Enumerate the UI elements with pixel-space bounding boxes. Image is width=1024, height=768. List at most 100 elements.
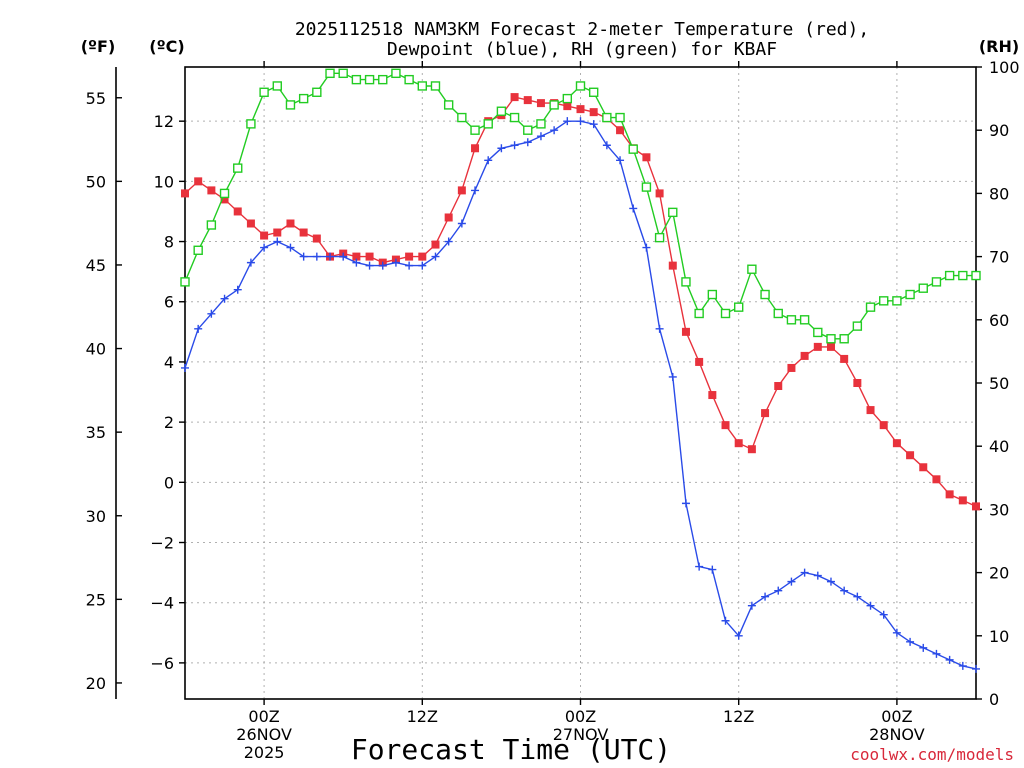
temperature-point	[523, 96, 532, 105]
rh-point	[799, 315, 810, 325]
dewpoint-point	[945, 655, 954, 664]
dewpoint-point	[194, 324, 203, 333]
temperature-point	[840, 354, 849, 363]
dewpoint-point	[747, 601, 756, 610]
rh-point	[826, 334, 836, 344]
celsius-tick-label: −2	[150, 534, 174, 553]
rh-point	[668, 207, 678, 218]
rh-point	[628, 144, 638, 154]
rh-point	[905, 289, 915, 300]
x-tick-label: 00Z	[248, 707, 279, 726]
temperature-point	[576, 105, 585, 114]
dewpoint-point	[919, 643, 928, 652]
rh-point	[364, 74, 375, 85]
rh-point	[233, 163, 243, 173]
rh-point	[918, 283, 928, 293]
rh-tick-label: 10	[989, 627, 1009, 646]
rh-point	[865, 302, 876, 312]
rh-point	[417, 81, 427, 91]
temperature-point	[220, 195, 229, 204]
dewpoint-point	[761, 592, 770, 601]
temperature-point	[919, 463, 928, 472]
temperature-point	[589, 108, 598, 117]
temperature-point	[352, 252, 361, 261]
dewpoint-point	[668, 372, 677, 381]
dewpoint-point	[391, 258, 400, 267]
temperature-point	[681, 327, 690, 336]
dewpoint-point	[853, 592, 862, 601]
rh-point	[180, 277, 190, 287]
series-rh	[180, 68, 981, 344]
temperature-point	[233, 207, 242, 216]
series-dewpoint	[181, 117, 980, 673]
fahrenheit-axis: 20 25 30 35 40 45 50 55	[86, 89, 122, 693]
rh-point	[931, 277, 942, 287]
temperature-point	[616, 126, 625, 135]
rh-point	[892, 296, 902, 306]
dewpoint-point	[207, 309, 216, 318]
rh-point	[378, 74, 388, 85]
temperature-point	[668, 261, 677, 270]
rh-point	[272, 81, 282, 91]
temperature-point	[642, 153, 651, 162]
temperature-point	[471, 144, 480, 153]
rh-tick-label: 60	[989, 311, 1009, 330]
celsius-tick-label: −4	[150, 594, 174, 613]
temperature-point	[207, 186, 216, 195]
fahrenheit-tick-label: 45	[86, 256, 106, 275]
dewpoint-point	[681, 499, 690, 508]
dewpoint-point	[299, 252, 308, 261]
temperature-point	[906, 451, 915, 460]
rh-point	[575, 81, 586, 91]
x-tick-label: 00Z	[881, 707, 912, 726]
temperature-point	[958, 496, 967, 505]
fahrenheit-tick-label: 40	[86, 340, 106, 359]
dewpoint-point	[563, 117, 572, 126]
dewpoint-point	[405, 261, 414, 270]
rh-point	[351, 74, 362, 85]
dewpoint-point	[181, 363, 189, 372]
rh-point	[206, 220, 217, 230]
rh-point	[496, 106, 507, 116]
temperature-point	[747, 445, 756, 454]
watermark: coolwx.com/models	[850, 745, 1014, 764]
celsius-tick-label: 12	[154, 112, 174, 131]
fahrenheit-tick-label: 30	[86, 507, 106, 526]
dewpoint-point	[576, 117, 585, 126]
dewpoint-point	[840, 586, 849, 595]
rh-point	[536, 119, 546, 129]
dewpoint-point	[813, 571, 822, 580]
rh-point	[219, 188, 230, 199]
rh-point	[325, 68, 335, 79]
dewpoint-point	[892, 628, 901, 637]
temperature-point	[813, 342, 822, 351]
temperature-point	[972, 502, 980, 511]
dewpoint-point	[602, 141, 611, 150]
rh-point	[404, 74, 414, 85]
rh-point	[720, 308, 731, 319]
rh-point	[193, 245, 203, 255]
rh-point	[470, 125, 480, 135]
temperature-point	[721, 421, 730, 430]
celsius-tick-label: 4	[164, 353, 174, 372]
rh-point	[588, 87, 599, 97]
rh-tick-label: 30	[989, 500, 1009, 519]
dewpoint-point	[260, 243, 269, 252]
rh-point	[641, 182, 652, 192]
rh-point	[654, 232, 665, 243]
dewpoint-point	[655, 324, 664, 333]
dewpoint-point	[457, 219, 466, 228]
rh-tick-label: 100	[989, 58, 1020, 77]
rh-point	[694, 308, 704, 319]
chart-title-line-1: 2025112518 NAM3KM Forecast 2-meter Tempe…	[295, 19, 869, 40]
rh-axis-label: (RH)	[979, 37, 1019, 56]
temperature-point	[866, 406, 875, 415]
dewpoint-point	[246, 258, 255, 267]
dewpoint-point	[826, 577, 835, 586]
rh-point	[813, 327, 823, 338]
rh-point	[298, 93, 309, 104]
series-layer	[180, 68, 981, 673]
celsius-tick-label: 2	[164, 413, 174, 432]
celsius-tick-label: 8	[164, 233, 174, 252]
dewpoint-point	[866, 601, 875, 610]
